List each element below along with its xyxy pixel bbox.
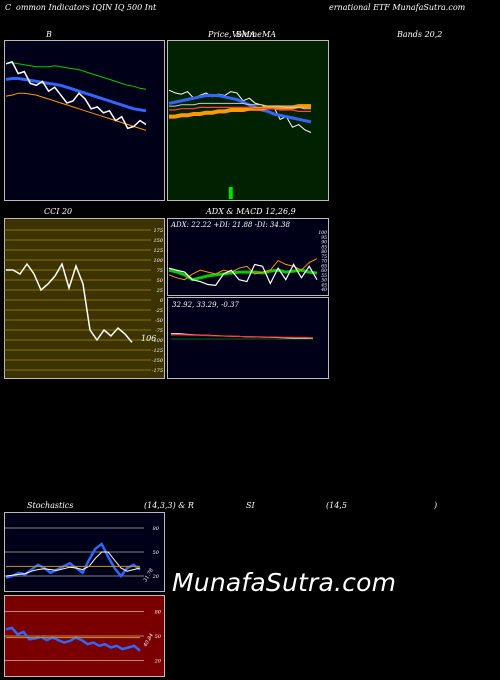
series-stochastics-d — [5, 551, 141, 577]
cci-tick-label: 75 — [157, 268, 163, 274]
stoch-tick-label: 50 — [153, 550, 160, 556]
bollinger-chart — [4, 40, 165, 201]
cci-tick-label: 150 — [153, 238, 163, 244]
cci-tick-label: 50 — [157, 278, 164, 284]
series-bollinger-price — [5, 60, 147, 130]
adx-tick-label: 95 — [321, 235, 327, 241]
cci-tick-label: -150 — [152, 358, 164, 364]
rsi-tick-label: 50 — [155, 634, 162, 640]
stoch-tick-label: 80 — [153, 526, 160, 532]
panel-frame — [167, 297, 329, 379]
adx-tick-label: 75 — [321, 254, 327, 260]
volume-bar — [228, 187, 233, 199]
stoch-title-3: SI — [246, 501, 255, 510]
volume-title: Volume — [232, 30, 262, 39]
stoch-title-1: Stochastics — [27, 501, 74, 510]
cci-tick-label: -75 — [155, 328, 163, 334]
macd-chart: 32.92, 33.29, -0.37 — [167, 297, 329, 379]
panel-frame — [4, 40, 165, 201]
series-price_volume_ma-ma_mid2 — [169, 102, 311, 110]
series-price_volume_ma-ma_mid1 — [169, 106, 311, 113]
cci-tick-label: -100 — [152, 338, 164, 344]
series-bollinger-upper — [5, 62, 147, 90]
stoch-title-2: (14,3,3) & R — [144, 501, 194, 510]
series-bollinger-lower — [5, 92, 147, 131]
cci-tick-label: -50 — [155, 318, 164, 324]
cci-tick-label: 125 — [153, 248, 163, 254]
cci-chart: 175 150 125 100 75 50 25 0 -25 -50 -75 -100 -125 -150… — [4, 218, 165, 379]
panel-frame — [167, 218, 329, 296]
price-ma-chart — [167, 40, 329, 201]
cci-value-label: 106 — [141, 334, 156, 343]
adx-tick-label: 100 — [318, 230, 327, 236]
adx-tick-label: 40 — [320, 287, 327, 293]
adx-macd-title: ADX & MACD 12,26,9 — [206, 207, 296, 216]
series-macd-signal — [170, 334, 314, 339]
stoch-title-4: (14,5 — [326, 501, 347, 510]
price-title: Price, — [208, 30, 232, 39]
adx-tick-label: 60 — [321, 268, 327, 274]
cci-tick-label: -125 — [152, 348, 163, 354]
cci-tick-label: -175 — [152, 368, 163, 374]
series-cci-cci — [6, 262, 133, 343]
stoch-tick-label: 20 — [152, 574, 160, 580]
sma-title: SMA — [236, 30, 256, 39]
rsi-tick-label: 80 — [155, 609, 162, 615]
adx-tick-label: 55 — [321, 273, 327, 279]
adx-tick-label: 80 — [321, 249, 327, 255]
bands-title: Bands 20,2 — [397, 30, 443, 39]
series-adx-minus_di — [168, 263, 318, 287]
adx-tick-label: 65 — [321, 263, 327, 269]
macd-value-label: 32.92, 33.29, -0.37 — [172, 301, 239, 309]
series-adx-adx — [168, 268, 318, 282]
cci-tick-label: 0 — [160, 298, 164, 304]
adx-tick-label: 45 — [320, 282, 327, 288]
adx-tick-label: 70 — [321, 259, 327, 265]
adx-tick-label: 90 — [321, 240, 327, 246]
adx-tick-label: 50 — [321, 278, 327, 284]
cci-title: CCI 20 — [44, 207, 73, 216]
header-site: ernational ETF MunafaSutra.com — [329, 3, 466, 12]
stoch-title-5: ) — [434, 501, 438, 510]
bb-title: B — [46, 30, 52, 39]
cci-tick-label: 175 — [153, 228, 163, 234]
rsi-tick-label: 20 — [154, 659, 162, 665]
cci-tick-label: 25 — [156, 288, 163, 294]
watermark-logo: MunafaSutra.com — [172, 568, 397, 597]
adx-tick-label: 85 — [321, 244, 327, 250]
cci-tick-label: 100 — [153, 258, 163, 264]
adx-value-label: ADX: 22.22 +DI: 21.88 -DI: 34.38 — [170, 221, 291, 229]
ma-title: MA — [262, 30, 276, 39]
series-price_volume_ma-ma_fast — [168, 94, 312, 124]
header-c: C — [5, 3, 12, 12]
cci-tick-label: -25 — [155, 308, 163, 314]
header-title: ommon Indicators IQIN IQ 500 Int — [16, 3, 157, 12]
